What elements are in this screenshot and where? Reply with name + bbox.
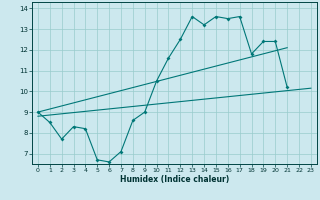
X-axis label: Humidex (Indice chaleur): Humidex (Indice chaleur) xyxy=(120,175,229,184)
